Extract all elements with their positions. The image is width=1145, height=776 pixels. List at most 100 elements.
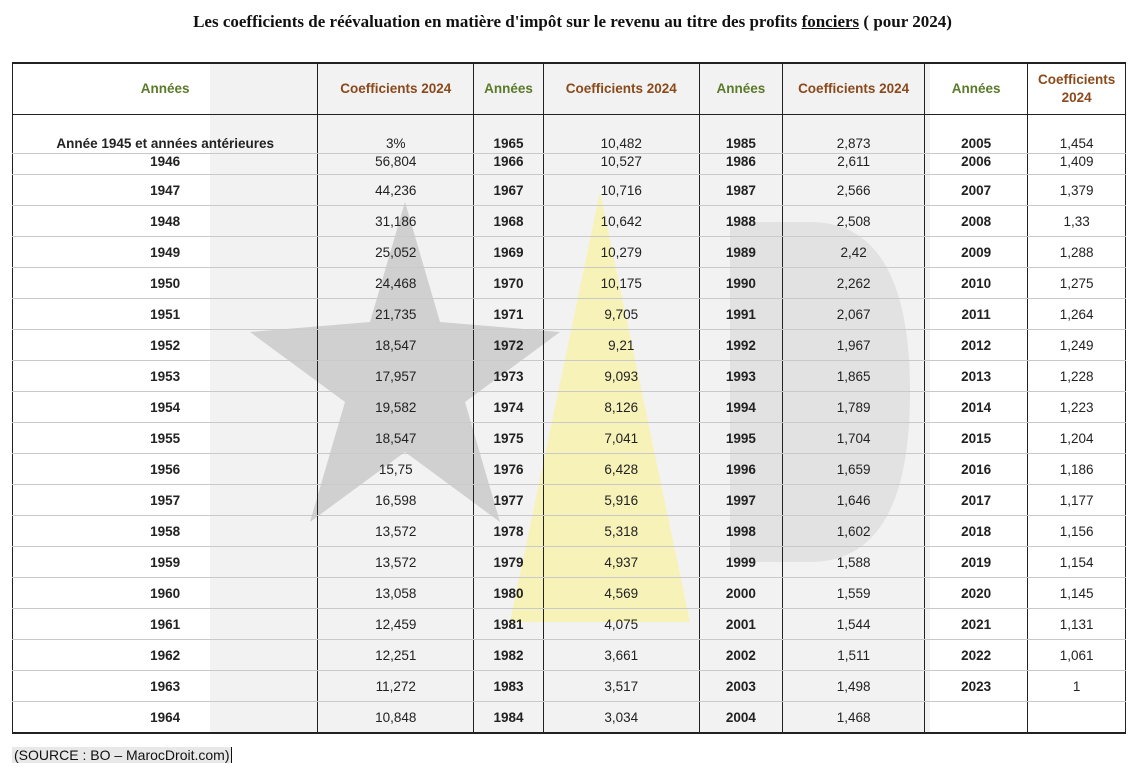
year-cell: 2010 [924, 267, 1029, 299]
year-cell: 1999 [698, 546, 784, 578]
year-cell: 1967 [473, 174, 544, 206]
coefficient-cell: 1 [1027, 670, 1126, 702]
coefficient-cell: 1,498 [782, 670, 926, 702]
year-cell [924, 701, 1029, 734]
coefficient-cell: 10,716 [542, 174, 700, 206]
year-cell: 1982 [473, 639, 544, 671]
header-coefficients: Coefficients 2024 [542, 62, 700, 115]
coefficient-cell: 1,789 [782, 391, 926, 423]
year-cell: 1987 [698, 174, 784, 206]
year-cell: 1954 [11, 391, 319, 423]
year-cell: 2005 [924, 114, 1029, 154]
coefficient-cell: 15,75 [317, 453, 475, 485]
year-cell: 2006 [924, 153, 1029, 175]
table-row: 1957 16,598 1977 5,916 1997 1,646 2017 1,177 [11, 484, 1126, 516]
coefficient-cell: 1,646 [782, 484, 926, 516]
year-cell: 1977 [473, 484, 544, 516]
coefficient-cell: 19,582 [317, 391, 475, 423]
table-row: 1964 10,848 1984 3,034 2004 1,468 [11, 701, 1126, 734]
year-cell: 1975 [473, 422, 544, 454]
table-row: 1963 11,272 1983 3,517 2003 1,498 2023 1 [11, 670, 1126, 702]
coefficient-cell: 1,659 [782, 453, 926, 485]
header-coefficients: Coefficients 2024 [1027, 62, 1126, 115]
year-cell: 1973 [473, 360, 544, 392]
year-cell: 1989 [698, 236, 784, 268]
year-cell: 1992 [698, 329, 784, 361]
year-cell: 2004 [698, 701, 784, 734]
year-cell: 1965 [473, 114, 544, 154]
coefficient-cell: 1,33 [1027, 205, 1126, 237]
coefficient-cell: 1,865 [782, 360, 926, 392]
table-row: 1954 19,582 1974 8,126 1994 1,789 2014 1,223 [11, 391, 1126, 423]
coefficient-cell: 2,873 [782, 114, 926, 154]
table-row: 1951 21,735 1971 9,705 1991 2,067 2011 1,264 [11, 298, 1126, 330]
year-cell: 2018 [924, 515, 1029, 547]
coefficient-cell: 25,052 [317, 236, 475, 268]
coefficient-cell: 1,186 [1027, 453, 1126, 485]
header-years: Années [924, 62, 1029, 115]
year-cell: 1995 [698, 422, 784, 454]
table-row: 1959 13,572 1979 4,937 1999 1,588 2019 1,154 [11, 546, 1126, 578]
page-title: Les coefficients de réévaluation en mati… [0, 12, 1145, 32]
coefficient-cell: 3,661 [542, 639, 700, 671]
coefficient-cell: 1,967 [782, 329, 926, 361]
coefficient-cell: 13,572 [317, 546, 475, 578]
table-row: 1955 18,547 1975 7,041 1995 1,704 2015 1,204 [11, 422, 1126, 454]
table-row: 1952 18,547 1972 9,21 1992 1,967 2012 1,249 [11, 329, 1126, 361]
year-cell: 2012 [924, 329, 1029, 361]
coefficient-cell: 1,275 [1027, 267, 1126, 299]
coefficient-cell: 1,145 [1027, 577, 1126, 609]
coefficient-cell: 1,379 [1027, 174, 1126, 206]
year-cell: 2014 [924, 391, 1029, 423]
coefficient-cell: 16,598 [317, 484, 475, 516]
year-cell: 1988 [698, 205, 784, 237]
coefficient-cell: 1,204 [1027, 422, 1126, 454]
year-cell: 1962 [11, 639, 319, 671]
coefficient-cell: 2,067 [782, 298, 926, 330]
year-cell: 1959 [11, 546, 319, 578]
table-row: 1962 12,251 1982 3,661 2002 1,511 2022 1,061 [11, 639, 1126, 671]
coefficient-cell: 9,705 [542, 298, 700, 330]
year-cell: 2020 [924, 577, 1029, 609]
year-cell: 2019 [924, 546, 1029, 578]
year-cell: 1985 [698, 114, 784, 154]
coefficient-cell: 2,262 [782, 267, 926, 299]
year-cell: 1983 [473, 670, 544, 702]
table-row: 1946 56,804 1966 10,527 1986 2,611 2006 1,409 [11, 153, 1126, 175]
year-cell: 1947 [11, 174, 319, 206]
coefficient-cell: 13,058 [317, 577, 475, 609]
coefficient-cell: 1,454 [1027, 114, 1126, 154]
coefficient-cell: 10,848 [317, 701, 475, 734]
header-years: Années [473, 62, 544, 115]
coefficient-cell: 2,566 [782, 174, 926, 206]
coefficient-cell: 8,126 [542, 391, 700, 423]
year-cell: 1972 [473, 329, 544, 361]
coefficient-cell: 12,459 [317, 608, 475, 640]
coefficient-cell: 1,156 [1027, 515, 1126, 547]
coefficient-cell: 18,547 [317, 422, 475, 454]
coefficient-cell: 12,251 [317, 639, 475, 671]
year-cell: 1991 [698, 298, 784, 330]
year-cell: 1948 [11, 205, 319, 237]
coefficient-cell: 1,154 [1027, 546, 1126, 578]
title-main: Les coefficients de réévaluation en mati… [193, 12, 802, 31]
coefficient-cell: 1,228 [1027, 360, 1126, 392]
year-cell: 1998 [698, 515, 784, 547]
coefficient-cell: 1,588 [782, 546, 926, 578]
table-row: Année 1945 et années antérieures 3% 1965 10… [11, 114, 1126, 154]
title-tail: ( pour 2024) [859, 12, 952, 31]
coefficient-cell: 5,318 [542, 515, 700, 547]
year-cell: 1969 [473, 236, 544, 268]
coefficient-cell: 1,468 [782, 701, 926, 734]
coefficient-cell: 21,735 [317, 298, 475, 330]
year-cell: 2011 [924, 298, 1029, 330]
year-cell: 2016 [924, 453, 1029, 485]
year-cell: 1964 [11, 701, 319, 734]
coefficient-cell: 1,061 [1027, 639, 1126, 671]
coefficient-cell: 10,175 [542, 267, 700, 299]
header-coefficients: Coefficients 2024 [782, 62, 926, 115]
coefficient-cell: 6,428 [542, 453, 700, 485]
year-cell: 1960 [11, 577, 319, 609]
coefficient-cell: 9,21 [542, 329, 700, 361]
year-cell: 1979 [473, 546, 544, 578]
